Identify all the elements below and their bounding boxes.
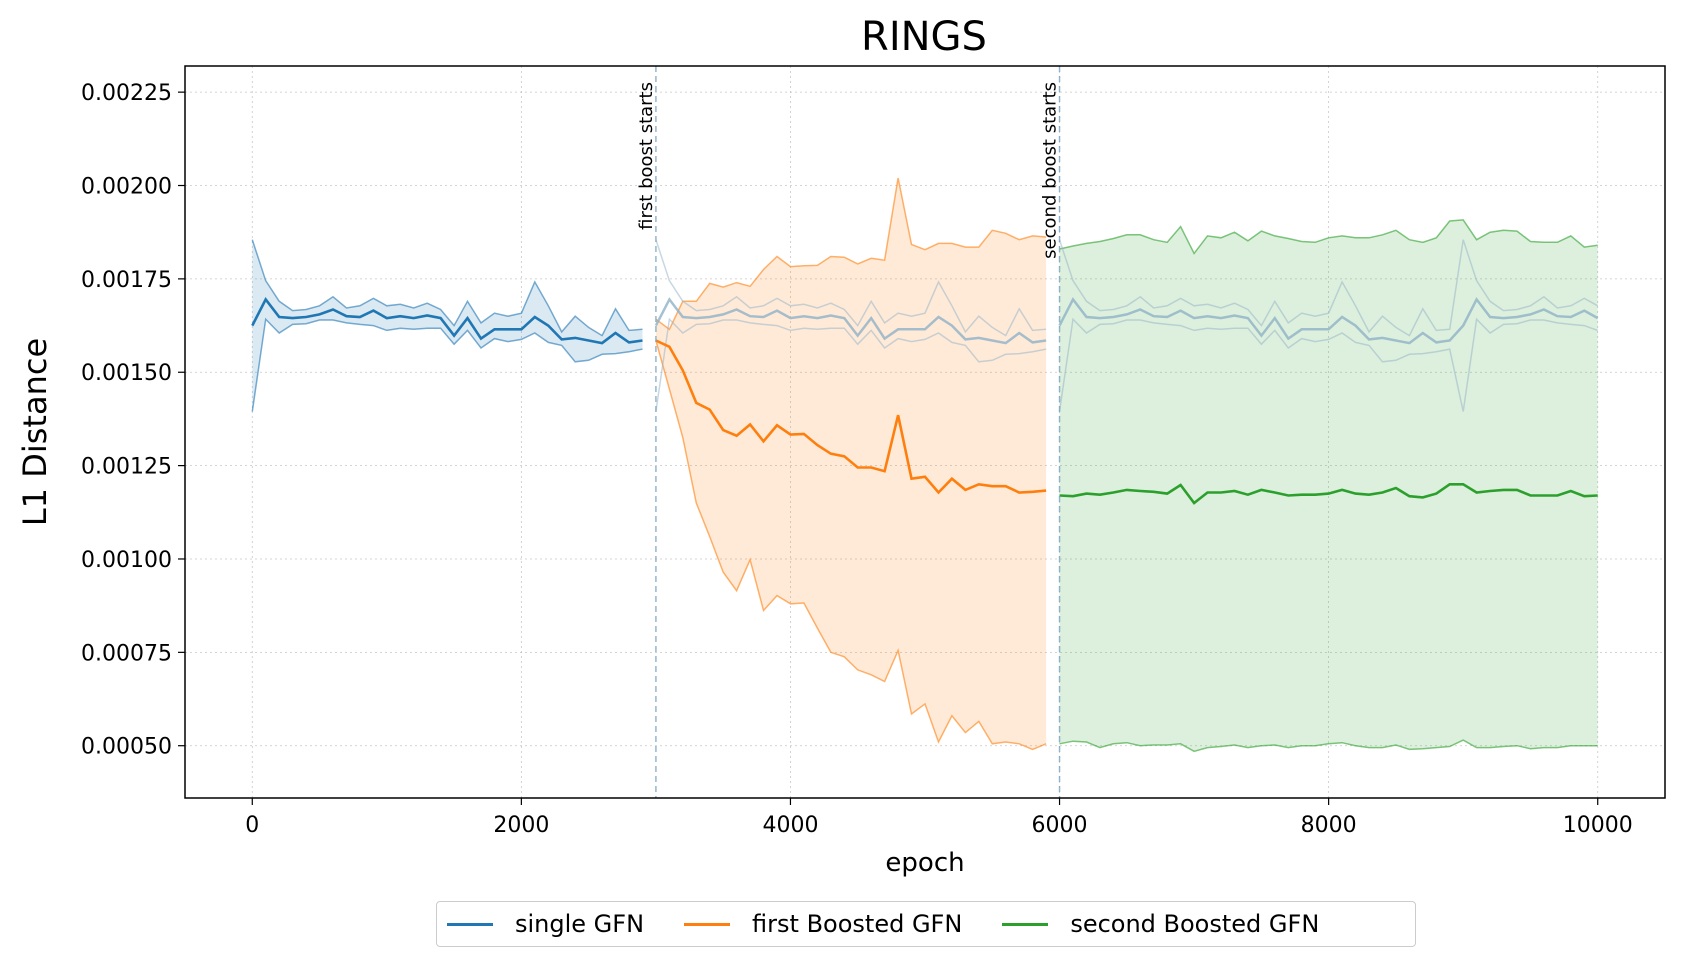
x-tick-label: 10000 [1563, 813, 1633, 838]
y-tick-label: 0.00175 [81, 268, 172, 293]
band-upper-edge [251, 239, 643, 337]
legend-swatch [1002, 922, 1049, 926]
x-axis-label: epoch [885, 848, 964, 878]
y-axis-label: L1 Distance [16, 338, 54, 526]
faded-reference-line [654, 297, 1047, 345]
confidence-band [655, 178, 1047, 750]
legend-swatch [447, 922, 493, 926]
grid [185, 66, 1665, 798]
y-tick-label: 0.00100 [81, 548, 172, 573]
faded-reference-upper [655, 239, 1047, 337]
band-lower-edge [1059, 739, 1598, 753]
legend-label: single GFN [515, 910, 645, 938]
x-tick-label: 6000 [1032, 813, 1088, 838]
faded-reference-lower [1058, 317, 1598, 412]
boost-marker-label: first boost starts [636, 82, 657, 230]
x-tick-label: 4000 [762, 813, 818, 838]
x-tick-label: 0 [245, 813, 259, 838]
x-tick-label: 2000 [493, 813, 549, 838]
confidence-bands [251, 177, 1599, 753]
faded-reference-upper [1058, 239, 1599, 337]
legend-item-first-boosted-gfn: first Boosted GFN [684, 910, 962, 938]
series-line [655, 339, 1047, 495]
boost-marker-label: second boost starts [1040, 82, 1061, 259]
y-tick-label: 0.00125 [81, 455, 172, 480]
chart-title: RINGS [861, 14, 987, 60]
legend-label: second Boosted GFN [1070, 910, 1320, 938]
band-lower-edge [655, 340, 1047, 751]
plot-area-frame [184, 65, 1666, 799]
band-upper-edge [1059, 219, 1598, 255]
y-tick-label: 0.00200 [81, 175, 172, 200]
y-tick-label: 0.00225 [81, 81, 172, 106]
y-tick-label: 0.00150 [81, 361, 172, 386]
series-lines [251, 296, 1599, 505]
legend-item-single-gfn: single GFN [447, 910, 644, 938]
legend-swatch [684, 922, 731, 926]
confidence-band [1059, 219, 1598, 752]
legend-item-second-boosted-gfn: second Boosted GFN [1002, 910, 1319, 938]
ticks: 0 2000 4000 6000 8000 10000 0.00050 0.00075 0.00… [81, 81, 1633, 838]
legend-label: first Boosted GFN [752, 910, 963, 938]
series-line [1059, 482, 1598, 505]
y-tick-label: 0.00075 [81, 641, 172, 666]
annotations: first boost starts second boost starts [636, 66, 1061, 798]
band-lower-edge [251, 317, 643, 412]
x-tick-label: 8000 [1301, 813, 1357, 838]
legend: single GFN first Boosted GFN second Boos… [436, 901, 1416, 947]
band-upper-edge [655, 177, 1047, 331]
faded-reference-lower [655, 317, 1047, 412]
series-line [251, 296, 643, 345]
y-tick-label: 0.00050 [81, 735, 172, 760]
faded-reference-line [1058, 297, 1599, 345]
